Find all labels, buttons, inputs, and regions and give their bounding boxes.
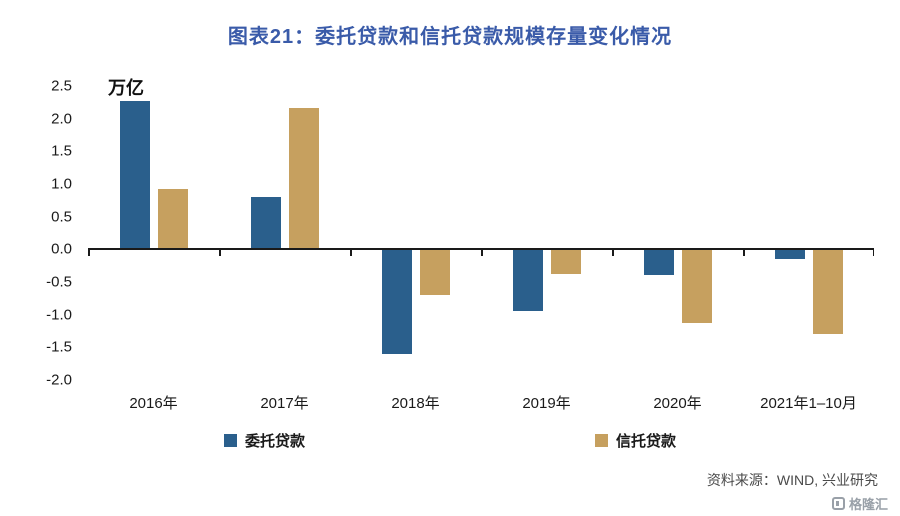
legend-label-entrusted-loans: 委托贷款 [244,433,305,450]
bar-委托贷款-2016年 [119,101,150,250]
y-axis-tick-label: 1.5 [51,142,72,160]
gelonghui-logo: 格隆汇 [831,494,888,513]
x-axis-tick [612,249,614,257]
bar-信托贷款-2016年 [157,188,188,250]
y-axis-tick-label: 2.0 [51,110,72,128]
bar-委托贷款-2021年1–10月 [774,249,805,260]
legend-swatch-entrusted-loans [223,434,237,447]
y-axis-tick-label: -1.0 [46,306,72,324]
bar-委托贷款-2017年 [250,197,281,250]
y-axis-tick-label: 0.5 [51,208,72,226]
x-axis-category-label: 2016年 [129,395,178,412]
bar-信托贷款-2021年1–10月 [812,249,843,335]
y-axis-tick-label: -1.5 [46,338,72,356]
gelonghui-logo-icon [831,497,845,510]
data-source-note: 资料来源：WIND, 兴业研究 [706,472,878,488]
x-axis-category-label: 2021年1–10月 [760,395,857,412]
x-axis-tick [350,249,352,257]
gelonghui-logo-text: 格隆汇 [848,497,888,512]
legend-item-entrusted-loans: 委托贷款 [223,430,305,451]
x-axis-tick [88,249,90,257]
chart-title: 图表21：委托贷款和信托贷款规模存量变化情况 [227,26,673,48]
bar-信托贷款-2017年 [288,107,319,250]
bar-信托贷款-2020年 [681,249,712,323]
x-axis-tick [743,249,745,257]
bar-委托贷款-2019年 [512,249,543,312]
x-axis-tick [872,249,874,257]
x-axis-category-label: 2018年 [391,395,440,412]
x-axis-category-label: 2017年 [260,395,309,412]
y-axis-tick-label: -0.5 [46,273,72,291]
y-axis-tick-label: 1.0 [51,175,72,193]
legend-label-trust-loans: 信托贷款 [616,433,677,450]
legend: 委托贷款 信托贷款 [0,430,900,451]
y-axis-labels: 2.5 2.0 1.5 1.0 0.5 0.0 -0.5 -1.0 -1.5 -2.0 [24,78,80,389]
x-axis-category-label: 2019年 [522,395,571,412]
bar-委托贷款-2020年 [643,249,674,276]
y-axis-tick-label: 2.5 [51,77,72,95]
plot-area [88,86,874,380]
x-axis-labels: 2016年 2017年 2018年 2019年 2020年 2021年1–10月 [88,392,874,416]
legend-item-trust-loans: 信托贷款 [595,430,676,451]
y-axis-tick-label: 0.0 [51,240,72,258]
y-axis-tick-label: -2.0 [46,371,72,389]
legend-swatch-trust-loans [595,434,608,447]
x-axis-tick [219,249,221,257]
y-axis-unit-label: 万亿 [108,78,144,98]
x-axis-category-label: 2020年 [653,395,702,412]
bar-信托贷款-2018年 [419,249,450,296]
bar-委托贷款-2018年 [381,249,412,354]
bar-信托贷款-2019年 [550,249,581,274]
x-axis-tick [481,249,483,257]
